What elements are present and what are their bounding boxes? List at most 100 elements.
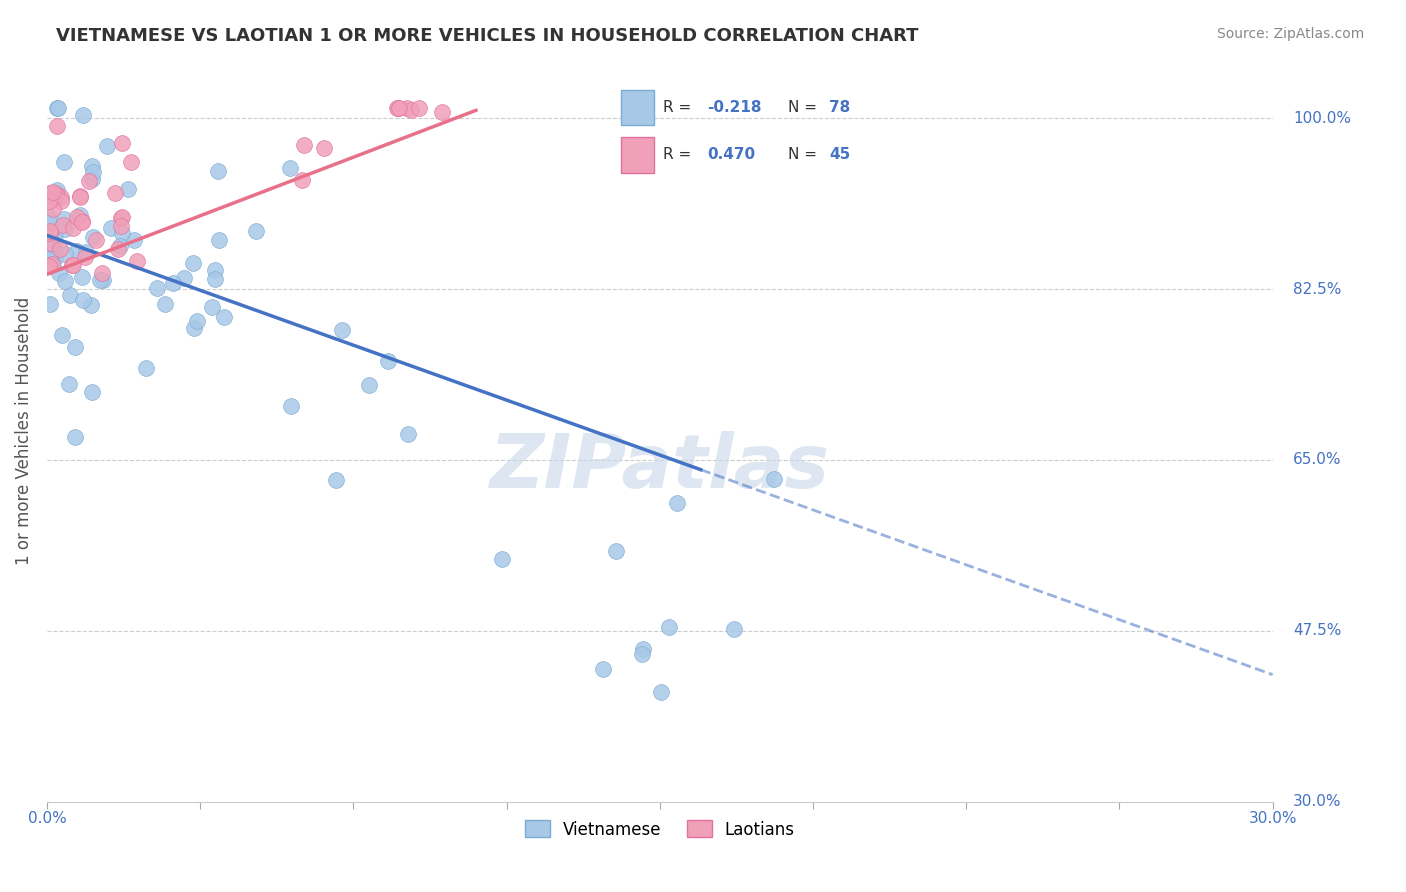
Point [38, 249, 60, 263]
Text: 0.0%: 0.0% [28, 812, 66, 826]
Text: N =: N = [789, 147, 823, 162]
Point [45, 186, 67, 201]
Point [290, 173, 312, 187]
Point [110, 211, 132, 225]
Point [111, 210, 134, 224]
Point [377, 354, 399, 368]
Text: R =: R = [664, 100, 696, 115]
Text: 82.5%: 82.5% [1294, 282, 1341, 296]
Point [93, 273, 115, 287]
Point [52, 211, 75, 226]
Point [294, 138, 316, 153]
Point [399, 103, 422, 118]
Point [666, 496, 689, 510]
Point [110, 219, 132, 233]
Point [72, 215, 94, 229]
Point [108, 239, 131, 253]
Point [100, 221, 122, 235]
Point [120, 154, 142, 169]
Text: 0.470: 0.470 [707, 147, 755, 162]
Point [44, 228, 66, 243]
Point [38, 297, 60, 311]
Text: 30.0%: 30.0% [1249, 812, 1296, 826]
Point [280, 399, 302, 413]
Point [53, 246, 76, 260]
Point [45, 119, 67, 133]
Point [69, 189, 91, 203]
Point [385, 102, 408, 116]
Point [80, 385, 103, 400]
Point [38, 216, 60, 230]
Point [117, 181, 139, 195]
Point [82, 229, 104, 244]
Point [245, 224, 267, 238]
Point [72, 270, 94, 285]
Point [650, 685, 672, 699]
Point [124, 233, 146, 247]
Point [173, 270, 195, 285]
Point [39, 252, 62, 267]
Point [49, 190, 72, 204]
Point [60, 258, 83, 272]
Point [325, 473, 347, 487]
Point [65, 340, 87, 354]
Point [66, 244, 89, 258]
Point [45, 187, 67, 202]
Point [207, 163, 229, 178]
Point [70, 213, 93, 227]
Point [41, 185, 63, 199]
Point [75, 244, 97, 259]
Text: N =: N = [789, 100, 823, 115]
Point [75, 250, 97, 264]
FancyBboxPatch shape [620, 89, 654, 126]
Point [111, 136, 134, 151]
Point [72, 293, 94, 307]
Point [314, 141, 336, 155]
Point [104, 186, 127, 200]
Point [39, 236, 62, 251]
Point [77, 174, 100, 188]
Point [395, 102, 418, 116]
Point [134, 361, 156, 376]
Point [52, 218, 75, 232]
Point [658, 620, 681, 634]
Point [592, 662, 614, 676]
Point [49, 242, 72, 256]
Point [49, 194, 72, 208]
Point [80, 172, 103, 186]
Text: ZIPatlas: ZIPatlas [489, 431, 830, 504]
Point [162, 277, 184, 291]
Point [408, 102, 430, 116]
Legend: Vietnamese, Laotians: Vietnamese, Laotians [517, 814, 801, 846]
Text: VIETNAMESE VS LAOTIAN 1 OR MORE VEHICLES IN HOUSEHOLD CORRELATION CHART: VIETNAMESE VS LAOTIAN 1 OR MORE VEHICLES… [56, 27, 918, 45]
Point [48, 266, 70, 280]
Point [204, 272, 226, 286]
Point [107, 243, 129, 257]
Point [763, 472, 786, 486]
Point [41, 202, 63, 216]
Point [631, 642, 654, 657]
Text: 65.0%: 65.0% [1294, 452, 1341, 467]
Y-axis label: 1 or more Vehicles in Household: 1 or more Vehicles in Household [15, 296, 32, 565]
Point [62, 258, 84, 272]
Point [146, 280, 169, 294]
Point [127, 253, 149, 268]
Text: 30.0%: 30.0% [1294, 794, 1341, 809]
Point [38, 260, 60, 274]
Point [86, 233, 108, 247]
Point [51, 328, 73, 343]
Point [89, 273, 111, 287]
Text: 100.0%: 100.0% [1294, 111, 1351, 126]
Point [53, 222, 76, 236]
Point [41, 257, 63, 271]
Point [39, 186, 62, 200]
Point [62, 221, 84, 235]
Point [82, 164, 104, 178]
Point [631, 648, 654, 662]
Point [38, 224, 60, 238]
Point [723, 622, 745, 636]
Point [44, 251, 66, 265]
Point [53, 274, 76, 288]
Point [153, 297, 176, 311]
Point [186, 313, 208, 327]
